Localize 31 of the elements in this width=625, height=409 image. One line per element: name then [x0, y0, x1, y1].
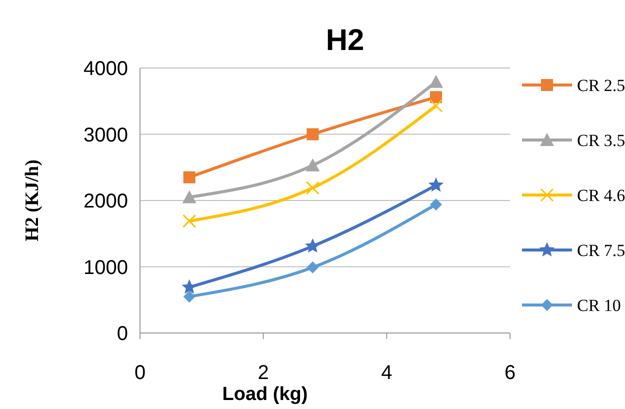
- point: [306, 128, 319, 140]
- y-tick-label: 0: [116, 323, 128, 345]
- point: [183, 171, 196, 184]
- legend-label: CR 3.5: [577, 131, 625, 150]
- point: [428, 177, 444, 192]
- x-tick-label: 2: [258, 362, 269, 384]
- point: [305, 238, 320, 253]
- point: [429, 99, 443, 113]
- point: [183, 290, 196, 303]
- y-tick-label: 1000: [84, 256, 128, 279]
- legend-label: CR 10: [577, 296, 621, 315]
- chart-title: H2: [326, 24, 364, 57]
- x-tick-label: 6: [504, 362, 516, 384]
- x-tick-label: 0: [134, 362, 146, 384]
- point: [182, 190, 196, 204]
- point: [306, 158, 320, 172]
- x-axis-title: Load (kg): [222, 384, 308, 405]
- point: [306, 261, 319, 274]
- point: [306, 181, 320, 195]
- y-tick-label: 3000: [84, 124, 128, 146]
- x-tick-label: 4: [381, 362, 392, 384]
- y-tick-label: 2000: [84, 190, 128, 212]
- legend-label: CR 7.5: [577, 241, 625, 260]
- point: [182, 214, 196, 228]
- point: [430, 198, 442, 210]
- point: [429, 74, 443, 88]
- legend-label: CR 4.6: [577, 186, 625, 205]
- y-axis-title: H2 (KJ/h): [22, 160, 43, 242]
- point: [430, 91, 442, 104]
- legend-label: CR 2.5: [577, 76, 625, 95]
- y-tick-label: 4000: [84, 58, 128, 80]
